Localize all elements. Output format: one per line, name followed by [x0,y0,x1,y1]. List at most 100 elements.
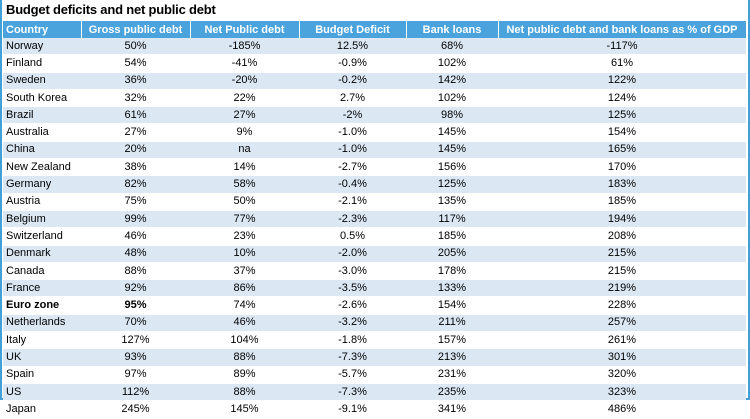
table-row: Norway 50% -185% 12.5% 68% -117% [3,38,746,56]
table-row: Netherlands 70% 46% -3.2% 211% 257% [3,314,746,333]
table-row: UK 93% 88% -7.3% 213% 301% [3,348,746,367]
header-net-debt-loans-gdp: Net public debt and bank loans as % of G… [498,21,747,38]
cell-net-public-debt: 88% [190,348,299,367]
cell-net-debt-loans-gdp: 320% [498,366,746,384]
cell-net-public-debt: 50% [190,193,299,211]
cell-net-public-debt: 10% [190,245,299,263]
cell-net-public-debt: 37% [190,262,299,281]
cell-country: Switzerland [3,227,81,246]
debt-table: Country Gross public debt Net Public deb… [3,21,747,419]
cell-bank-loans: 178% [406,262,498,281]
cell-budget-deficit: 12.5% [299,38,406,56]
cell-country: Japan [3,400,81,419]
cell-country: Finland [3,54,81,73]
cell-bank-loans: 157% [406,331,498,350]
cell-budget-deficit: -2% [299,106,406,125]
cell-country: Denmark [3,245,81,263]
header-row: Country Gross public debt Net Public deb… [3,21,747,38]
cell-net-debt-loans-gdp: 215% [498,245,746,263]
cell-net-debt-loans-gdp: 165% [498,141,746,160]
cell-gross-public-debt: 50% [81,38,190,56]
cell-gross-public-debt: 92% [81,279,190,298]
cell-net-public-debt: 9% [190,123,299,142]
cell-bank-loans: 185% [406,227,498,246]
table-row: France 92% 86% -3.5% 133% 219% [3,279,746,298]
cell-net-public-debt: 89% [190,366,299,384]
cell-net-debt-loans-gdp: 486% [498,400,746,419]
cell-net-public-debt: 46% [190,314,299,333]
cell-net-debt-loans-gdp: 125% [498,106,746,125]
table-row: Canada 88% 37% -3.0% 178% 215% [3,262,746,281]
table-row: Belgium 99% 77% -2.3% 117% 194% [3,210,746,229]
cell-country: Italy [3,331,81,350]
cell-budget-deficit: -2.6% [299,296,406,315]
cell-gross-public-debt: 95% [81,296,190,315]
table-row: South Korea 32% 22% 2.7% 102% 124% [3,89,746,108]
cell-budget-deficit: -5.7% [299,366,406,384]
cell-bank-loans: 102% [406,89,498,108]
cell-budget-deficit: -0.9% [299,54,406,73]
cell-country: Euro zone [3,296,81,315]
cell-net-debt-loans-gdp: 208% [498,227,746,246]
cell-country: US [3,383,81,402]
cell-net-debt-loans-gdp: 194% [498,210,746,229]
cell-gross-public-debt: 75% [81,193,190,211]
cell-bank-loans: 125% [406,175,498,194]
cell-bank-loans: 135% [406,193,498,211]
cell-gross-public-debt: 32% [81,89,190,108]
cell-country: China [3,141,81,160]
table-row: Finland 54% -41% -0.9% 102% 61% [3,54,746,73]
table-row: Brazil 61% 27% -2% 98% 125% [3,106,746,125]
header-gross-public-debt: Gross public debt [81,21,191,38]
cell-bank-loans: 145% [406,123,498,142]
cell-net-public-debt: 74% [190,296,299,315]
cell-gross-public-debt: 112% [81,383,190,402]
cell-country: Netherlands [3,314,81,333]
cell-budget-deficit: 2.7% [299,89,406,108]
cell-net-debt-loans-gdp: 228% [498,296,746,315]
cell-net-debt-loans-gdp: 170% [498,158,746,177]
cell-net-debt-loans-gdp: 61% [498,54,746,73]
table-row: Italy 127% 104% -1.8% 157% 261% [3,331,746,350]
table-row: New Zealand 38% 14% -2.7% 156% 170% [3,158,746,177]
cell-net-public-debt: 14% [190,158,299,177]
cell-bank-loans: 341% [406,400,498,419]
table-row: Switzerland 46% 23% 0.5% 185% 208% [3,227,746,246]
cell-bank-loans: 205% [406,245,498,263]
cell-net-public-debt: 88% [190,383,299,402]
cell-gross-public-debt: 54% [81,54,190,73]
cell-net-debt-loans-gdp: 301% [498,348,746,367]
cell-net-debt-loans-gdp: 122% [498,72,746,90]
cell-bank-loans: 117% [406,210,498,229]
table-row: Germany 82% 58% -0.4% 125% 183% [3,175,746,194]
table-row: Sweden 36% -20% -0.2% 142% 122% [3,72,746,90]
cell-net-debt-loans-gdp: 215% [498,262,746,281]
table-row: Spain 97% 89% -5.7% 231% 320% [3,366,746,384]
table-row: Japan 245% 145% -9.1% 341% 486% [3,400,746,419]
cell-gross-public-debt: 88% [81,262,190,281]
cell-net-public-debt: 22% [190,89,299,108]
cell-bank-loans: 133% [406,279,498,298]
cell-budget-deficit: -3.2% [299,314,406,333]
cell-budget-deficit: -3.0% [299,262,406,281]
cell-budget-deficit: -7.3% [299,383,406,402]
header-country: Country [3,21,82,38]
cell-budget-deficit: -7.3% [299,348,406,367]
cell-net-public-debt: -41% [190,54,299,73]
cell-bank-loans: 235% [406,383,498,402]
cell-net-debt-loans-gdp: 323% [498,383,746,402]
cell-budget-deficit: -1.0% [299,123,406,142]
cell-net-public-debt: 86% [190,279,299,298]
cell-country: Sweden [3,72,81,90]
cell-budget-deficit: -2.3% [299,210,406,229]
cell-net-debt-loans-gdp: 154% [498,123,746,142]
cell-country: France [3,279,81,298]
cell-country: Australia [3,123,81,142]
cell-gross-public-debt: 70% [81,314,190,333]
cell-budget-deficit: -2.1% [299,193,406,211]
cell-bank-loans: 145% [406,141,498,160]
cell-bank-loans: 154% [406,296,498,315]
cell-budget-deficit: -0.2% [299,72,406,90]
table-row: Denmark 48% 10% -2.0% 205% 215% [3,245,746,263]
cell-country: Belgium [3,210,81,229]
